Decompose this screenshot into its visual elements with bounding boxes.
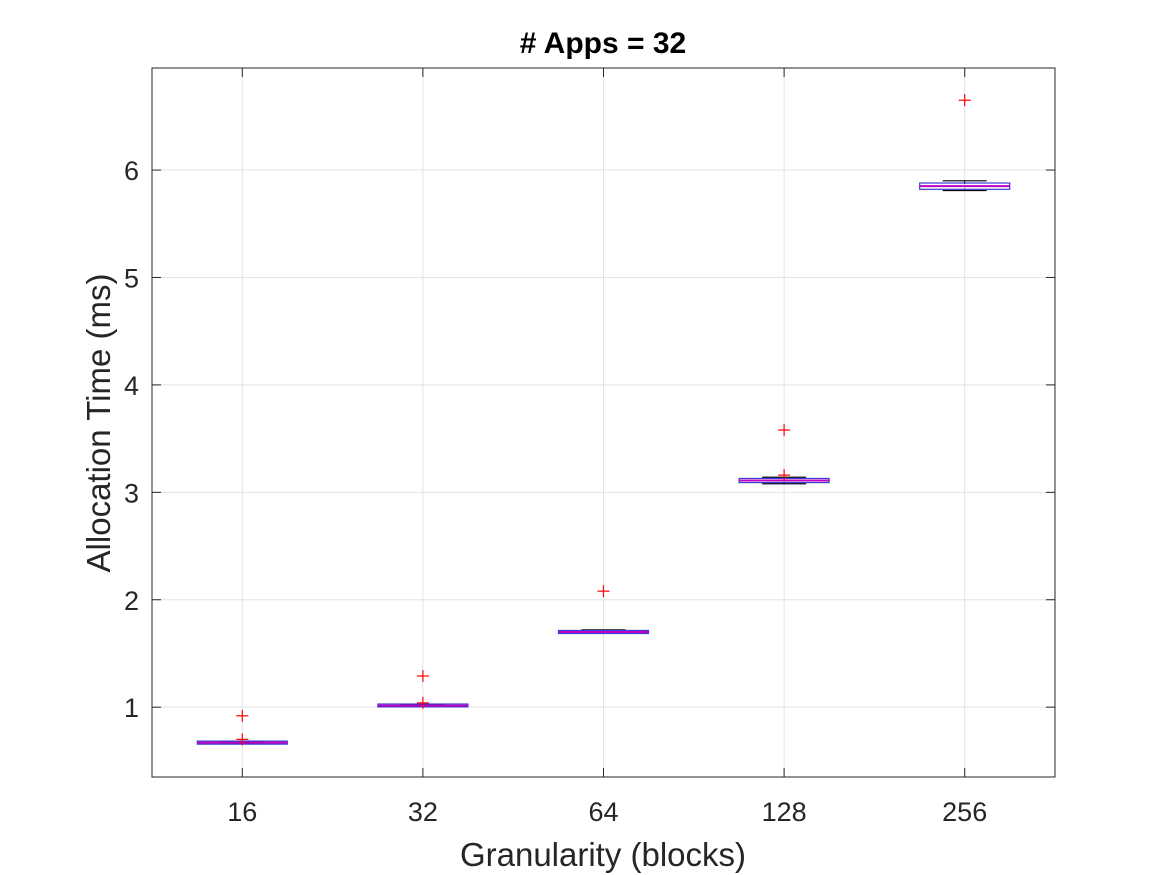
grid-lines xyxy=(152,68,1055,777)
box-256 xyxy=(919,94,1011,192)
outlier-marker xyxy=(958,94,971,107)
outlier-marker xyxy=(778,469,791,482)
x-tick-label: 16 xyxy=(227,797,257,827)
y-tick-label: 1 xyxy=(124,693,139,723)
x-axis-label: Granularity (blocks) xyxy=(460,836,746,873)
outlier-marker xyxy=(416,696,429,709)
y-tick-label: 5 xyxy=(124,263,139,293)
box-128 xyxy=(738,424,830,485)
y-tick-label: 3 xyxy=(124,478,139,508)
x-tick-label: 128 xyxy=(762,797,807,827)
y-axis-label: Allocation Time (ms) xyxy=(80,274,117,573)
outlier-marker xyxy=(597,585,610,598)
y-tick-label: 4 xyxy=(124,371,139,401)
box-64 xyxy=(557,585,650,635)
box-series xyxy=(196,94,1011,746)
chart-title: # Apps = 32 xyxy=(520,27,686,60)
x-tick-label: 256 xyxy=(942,797,987,827)
y-tick-label: 6 xyxy=(124,156,139,186)
axis-ticks: 16 32 64 128 256 1 2 3 4 5 6 xyxy=(124,68,1055,827)
box-16 xyxy=(196,709,288,746)
outlier-marker xyxy=(778,424,791,437)
outlier-marker xyxy=(236,733,249,746)
box-32 xyxy=(377,670,469,709)
outlier-marker xyxy=(416,670,429,683)
y-tick-label: 2 xyxy=(124,586,139,616)
x-tick-label: 64 xyxy=(588,797,618,827)
x-tick-label: 32 xyxy=(408,797,438,827)
outlier-marker xyxy=(236,709,249,722)
